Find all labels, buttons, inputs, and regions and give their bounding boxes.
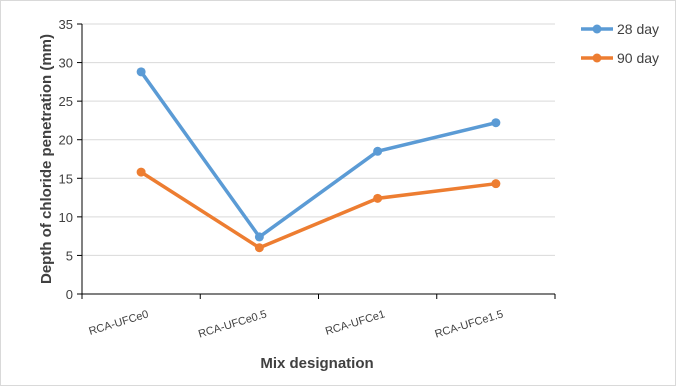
series-line — [139, 170, 498, 250]
y-tick-label: 15 — [59, 171, 73, 186]
y-tick-label: 30 — [59, 56, 73, 71]
y-tick-label: 0 — [66, 287, 73, 302]
data-point — [491, 179, 501, 189]
legend-label: 28 day — [617, 21, 659, 37]
data-point — [491, 118, 501, 128]
y-tick-label: 35 — [59, 17, 73, 32]
y-tick-labels: 0 5 10 15 20 25 30 35 — [59, 17, 73, 302]
data-point — [254, 232, 264, 242]
legend-label: 90 day — [617, 50, 659, 66]
series-line — [139, 70, 498, 239]
legend-marker — [592, 53, 602, 63]
data-point — [254, 243, 264, 253]
y-tick-label: 10 — [59, 210, 73, 225]
data-point — [373, 146, 383, 156]
series-lines — [136, 67, 501, 253]
data-point — [136, 167, 146, 177]
y-axis-title: Depth of chloride penetration (mm) — [38, 34, 55, 284]
y-tick-label: 25 — [59, 94, 73, 109]
legend: 28 day 90 day — [581, 21, 659, 66]
x-axis-title: Mix designation — [260, 355, 373, 372]
data-point — [373, 193, 383, 203]
axes — [77, 23, 556, 299]
y-tick-label: 5 — [66, 248, 73, 263]
y-tick-label: 20 — [59, 133, 73, 148]
legend-marker — [592, 24, 602, 34]
data-point — [136, 67, 146, 77]
